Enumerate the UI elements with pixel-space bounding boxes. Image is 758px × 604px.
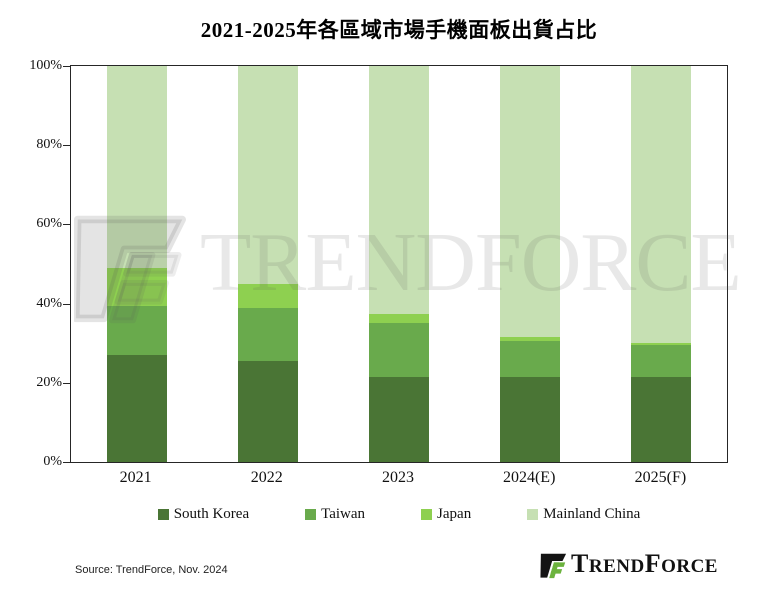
x-axis-label-2023: 2023	[382, 469, 414, 486]
y-axis-label-40%: 40%	[36, 295, 62, 311]
x-axis-label-2022: 2022	[250, 469, 283, 486]
bar-segment-south-korea	[631, 376, 692, 462]
legend-swatch-taiwan	[305, 509, 317, 520]
y-axis-tick-40%	[63, 303, 70, 305]
chart-legend: South Korea Taiwan Japan Mainland China	[70, 506, 728, 523]
x-axis-label-2024(E): 2024(E)	[502, 469, 556, 486]
logo-letter-t: T	[571, 549, 589, 578]
bar-segment-south-korea	[369, 376, 429, 462]
y-axis-label-60%: 60%	[36, 216, 62, 232]
bar-segment-mainland-china	[237, 66, 298, 284]
x-axis-label-2021: 2021	[119, 469, 152, 486]
bar-segment-japan	[369, 313, 429, 324]
y-axis-label-80%: 80%	[36, 137, 62, 153]
x-axis-label-2025(F): 2025(F)	[634, 469, 687, 486]
bar-2024(E)	[500, 66, 561, 462]
trendforce-logo-icon	[540, 553, 567, 579]
y-axis-tick-100%	[63, 66, 70, 67]
bar-segment-south-korea	[237, 361, 298, 462]
chart-title: 2021-2025年各區域市場手機面板出貨占比	[200, 18, 598, 42]
bar-segment-taiwan	[631, 345, 692, 377]
bar-segment-south-korea	[500, 376, 561, 462]
bar-segment-japan	[106, 267, 167, 306]
bar-segment-taiwan	[237, 307, 298, 361]
legend-label-south-korea: South Korea	[173, 506, 250, 522]
y-axis-tick-80%	[63, 145, 70, 147]
y-axis-tick-0%	[63, 462, 70, 463]
bar-segment-mainland-china	[106, 66, 167, 268]
bar-segment-mainland-china	[369, 66, 429, 314]
bar-2021	[106, 66, 167, 462]
legend-swatch-south-korea	[157, 509, 169, 520]
y-axis-label-0%: 0%	[43, 454, 62, 469]
plot-area	[70, 65, 728, 463]
bar-segment-japan	[237, 283, 298, 308]
bar-segment-taiwan	[106, 305, 167, 356]
trendforce-logo: TRENDFORCE	[540, 551, 718, 580]
source-note: Source: TrendForce, Nov. 2024	[75, 564, 228, 576]
bar-2022	[237, 66, 298, 462]
legend-label-japan: Japan	[437, 506, 472, 522]
legend-swatch-japan	[421, 509, 433, 520]
y-axis-tick-60%	[63, 224, 70, 226]
bar-segment-mainland-china	[500, 66, 561, 338]
y-axis-tick-20%	[63, 382, 70, 384]
bar-segment-mainland-china	[631, 66, 692, 344]
legend-label-mainland-china: Mainland China	[543, 506, 641, 522]
bar-segment-south-korea	[106, 355, 167, 462]
legend-item-south-korea: South Korea	[157, 506, 250, 523]
legend-label-taiwan: Taiwan	[321, 506, 366, 522]
bar-2025(F)	[631, 66, 692, 462]
legend-item-mainland-china: Mainland China	[527, 506, 640, 523]
bar-2023	[369, 66, 429, 462]
y-axis-label-20%: 20%	[36, 374, 62, 390]
legend-item-japan: Japan	[421, 506, 471, 523]
bar-segment-japan	[500, 337, 561, 342]
bar-segment-japan	[631, 343, 692, 346]
logo-text-rend: REND	[588, 556, 645, 577]
bar-segment-taiwan	[369, 323, 429, 377]
trendforce-logo-text: TRENDFORCE	[571, 551, 718, 580]
legend-item-taiwan: Taiwan	[305, 506, 365, 523]
logo-letter-f: F	[644, 549, 662, 578]
y-axis-label-100%: 100%	[29, 58, 62, 73]
bar-segment-taiwan	[500, 341, 561, 377]
legend-swatch-mainland-china	[527, 509, 539, 520]
logo-text-orce: ORCE	[661, 556, 718, 577]
